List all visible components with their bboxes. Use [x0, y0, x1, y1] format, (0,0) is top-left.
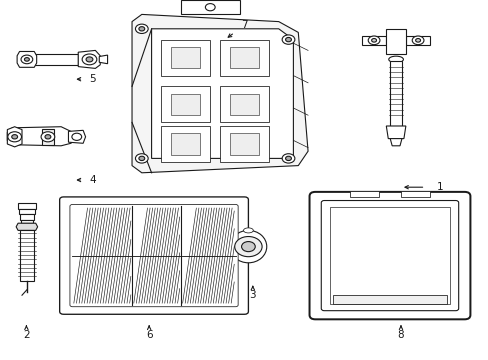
- Polygon shape: [181, 0, 239, 14]
- Bar: [332, 295, 447, 304]
- FancyBboxPatch shape: [309, 192, 469, 319]
- Polygon shape: [18, 203, 36, 209]
- Text: 7: 7: [241, 20, 247, 30]
- Polygon shape: [21, 220, 33, 223]
- Polygon shape: [405, 36, 429, 45]
- Ellipse shape: [243, 228, 253, 233]
- Polygon shape: [151, 29, 293, 158]
- FancyBboxPatch shape: [60, 197, 248, 314]
- Circle shape: [41, 132, 55, 142]
- Polygon shape: [78, 50, 100, 68]
- Circle shape: [234, 237, 262, 257]
- Bar: [220, 40, 268, 76]
- Circle shape: [285, 37, 291, 42]
- Circle shape: [367, 36, 379, 45]
- Text: 2: 2: [23, 330, 30, 340]
- Polygon shape: [20, 214, 34, 220]
- Bar: [400, 191, 429, 197]
- Bar: [161, 126, 210, 162]
- Circle shape: [21, 55, 33, 64]
- Bar: [329, 207, 449, 304]
- Polygon shape: [68, 130, 85, 143]
- Circle shape: [139, 27, 144, 31]
- Bar: [171, 94, 200, 115]
- Text: 4: 4: [89, 175, 96, 185]
- Bar: [349, 191, 378, 197]
- Circle shape: [135, 24, 148, 33]
- Circle shape: [86, 57, 93, 62]
- Polygon shape: [389, 139, 401, 146]
- Polygon shape: [34, 54, 78, 65]
- Text: 8: 8: [397, 330, 404, 340]
- Circle shape: [371, 39, 376, 42]
- Polygon shape: [99, 55, 107, 64]
- Circle shape: [45, 135, 51, 139]
- Bar: [220, 86, 268, 122]
- Polygon shape: [41, 129, 54, 145]
- Circle shape: [282, 35, 294, 44]
- Polygon shape: [73, 207, 131, 304]
- Ellipse shape: [388, 56, 403, 63]
- Polygon shape: [19, 209, 35, 214]
- Polygon shape: [17, 51, 37, 67]
- Polygon shape: [389, 61, 401, 126]
- Polygon shape: [386, 29, 405, 54]
- Circle shape: [135, 154, 148, 163]
- FancyBboxPatch shape: [321, 201, 458, 311]
- Polygon shape: [361, 36, 386, 45]
- Text: 6: 6: [145, 330, 152, 340]
- Text: 3: 3: [249, 290, 256, 300]
- Polygon shape: [132, 14, 307, 173]
- Bar: [171, 47, 200, 68]
- Circle shape: [24, 58, 29, 61]
- Bar: [161, 40, 210, 76]
- Bar: [161, 86, 210, 122]
- Ellipse shape: [229, 230, 266, 263]
- Bar: [229, 133, 259, 155]
- Circle shape: [282, 154, 294, 163]
- Bar: [229, 47, 259, 68]
- Circle shape: [139, 156, 144, 161]
- Text: 5: 5: [89, 74, 96, 84]
- Circle shape: [285, 156, 291, 161]
- Bar: [220, 126, 268, 162]
- Polygon shape: [386, 126, 405, 139]
- Polygon shape: [7, 127, 78, 146]
- Circle shape: [411, 36, 423, 45]
- Circle shape: [8, 132, 21, 142]
- Polygon shape: [20, 230, 34, 281]
- Polygon shape: [7, 127, 22, 147]
- Circle shape: [12, 135, 18, 139]
- Circle shape: [241, 242, 255, 252]
- Bar: [229, 94, 259, 115]
- Circle shape: [82, 54, 97, 65]
- Circle shape: [72, 133, 81, 140]
- Bar: [171, 133, 200, 155]
- Text: 1: 1: [436, 182, 443, 192]
- Circle shape: [205, 4, 215, 11]
- Polygon shape: [16, 223, 38, 230]
- Circle shape: [415, 39, 420, 42]
- FancyBboxPatch shape: [70, 204, 238, 307]
